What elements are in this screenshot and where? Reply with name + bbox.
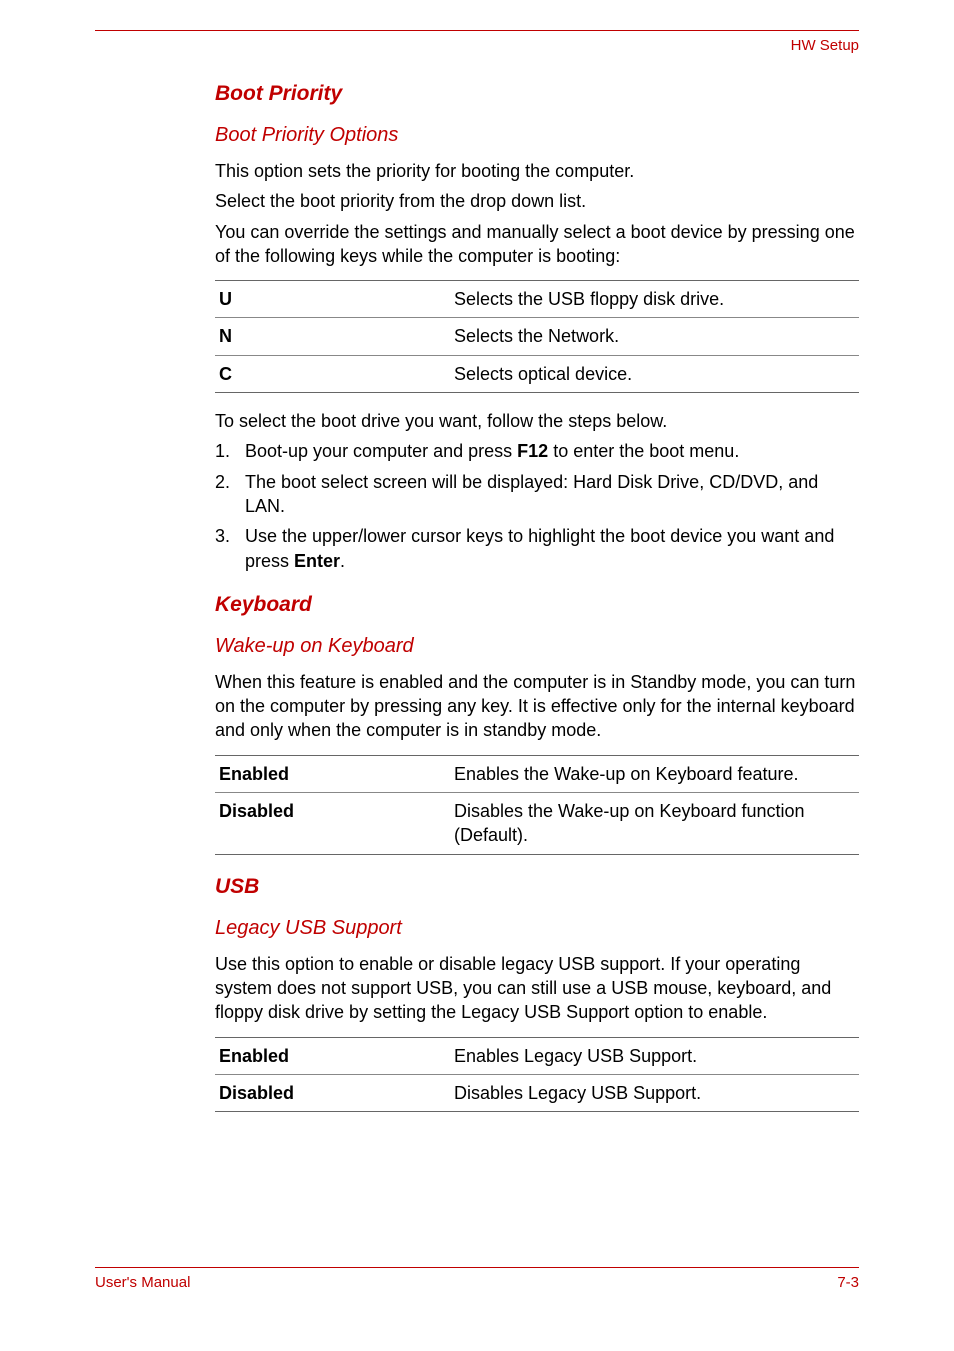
wakeup-keyboard-table: Enabled Enables the Wake-up on Keyboard … bbox=[215, 755, 859, 855]
paragraph: This option sets the priority for bootin… bbox=[215, 159, 859, 183]
value-cell: Selects the USB floppy disk drive. bbox=[450, 281, 859, 318]
paragraph: Select the boot priority from the drop d… bbox=[215, 189, 859, 213]
value-cell: Enables Legacy USB Support. bbox=[450, 1037, 859, 1074]
footer-row: User's Manual 7-3 bbox=[95, 1274, 859, 1291]
step-key: Enter bbox=[294, 551, 340, 571]
step-text: Boot-up your computer and press bbox=[245, 441, 517, 461]
document-page: HW Setup Boot Priority Boot Priority Opt… bbox=[0, 0, 954, 1112]
table-row: U Selects the USB floppy disk drive. bbox=[215, 281, 859, 318]
list-item: The boot select screen will be displayed… bbox=[215, 470, 859, 519]
boot-keys-table: U Selects the USB floppy disk drive. N S… bbox=[215, 280, 859, 393]
value-cell: Disables the Wake-up on Keyboard functio… bbox=[450, 793, 859, 855]
list-item: Use the upper/lower cursor keys to highl… bbox=[215, 524, 859, 573]
key-cell: Disabled bbox=[215, 1074, 450, 1111]
list-item: Boot-up your computer and press F12 to e… bbox=[215, 439, 859, 463]
heading-keyboard: Keyboard bbox=[215, 593, 859, 617]
paragraph: You can override the settings and manual… bbox=[215, 220, 859, 269]
value-cell: Selects the Network. bbox=[450, 318, 859, 355]
value-cell: Enables the Wake-up on Keyboard feature. bbox=[450, 755, 859, 792]
table-row: Disabled Disables Legacy USB Support. bbox=[215, 1074, 859, 1111]
header-rule bbox=[95, 30, 859, 31]
page-footer: User's Manual 7-3 bbox=[95, 1267, 859, 1291]
footer-left-label: User's Manual bbox=[95, 1274, 190, 1291]
step-text: to enter the boot menu. bbox=[548, 441, 739, 461]
table-row: N Selects the Network. bbox=[215, 318, 859, 355]
key-cell: Enabled bbox=[215, 755, 450, 792]
paragraph: When this feature is enabled and the com… bbox=[215, 670, 859, 743]
content-area: Boot Priority Boot Priority Options This… bbox=[95, 82, 859, 1112]
step-key: F12 bbox=[517, 441, 548, 461]
key-cell: U bbox=[215, 281, 450, 318]
heading-boot-priority: Boot Priority bbox=[215, 82, 859, 106]
footer-rule bbox=[95, 1267, 859, 1268]
heading-legacy-usb: Legacy USB Support bbox=[215, 917, 859, 940]
heading-wakeup-keyboard: Wake-up on Keyboard bbox=[215, 635, 859, 658]
heading-boot-priority-options: Boot Priority Options bbox=[215, 124, 859, 147]
table-row: Enabled Enables Legacy USB Support. bbox=[215, 1037, 859, 1074]
paragraph: Use this option to enable or disable leg… bbox=[215, 952, 859, 1025]
step-text: . bbox=[340, 551, 345, 571]
legacy-usb-table: Enabled Enables Legacy USB Support. Disa… bbox=[215, 1037, 859, 1113]
boot-steps-list: Boot-up your computer and press F12 to e… bbox=[215, 439, 859, 572]
table-row: Enabled Enables the Wake-up on Keyboard … bbox=[215, 755, 859, 792]
footer-page-number: 7-3 bbox=[837, 1274, 859, 1291]
header-section-label: HW Setup bbox=[95, 37, 859, 54]
table-row: Disabled Disables the Wake-up on Keyboar… bbox=[215, 793, 859, 855]
key-cell: Enabled bbox=[215, 1037, 450, 1074]
paragraph: To select the boot drive you want, follo… bbox=[215, 409, 859, 433]
value-cell: Selects optical device. bbox=[450, 355, 859, 392]
value-cell: Disables Legacy USB Support. bbox=[450, 1074, 859, 1111]
table-row: C Selects optical device. bbox=[215, 355, 859, 392]
heading-usb: USB bbox=[215, 875, 859, 899]
key-cell: C bbox=[215, 355, 450, 392]
key-cell: Disabled bbox=[215, 793, 450, 855]
key-cell: N bbox=[215, 318, 450, 355]
